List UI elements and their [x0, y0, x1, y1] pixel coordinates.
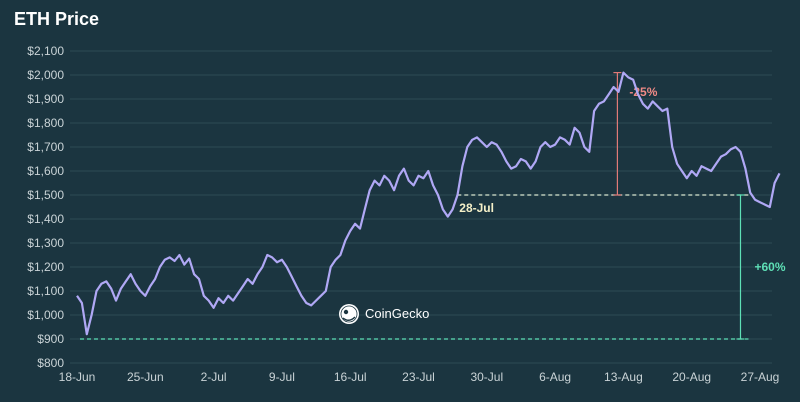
y-tick-label: $1,500	[27, 188, 64, 202]
y-tick-label: $1,700	[27, 140, 64, 154]
reference-date-label: 28-Jul	[459, 201, 494, 215]
y-tick-label: $1,200	[27, 260, 64, 274]
x-tick-label: 6-Aug	[539, 370, 571, 384]
y-tick-label: $1,600	[27, 164, 64, 178]
x-tick-label: 23-Jul	[402, 370, 435, 384]
x-tick-label: 9-Jul	[269, 370, 295, 384]
y-tick-label: $1,400	[27, 212, 64, 226]
x-tick-label: 30-Jul	[470, 370, 503, 384]
y-tick-label: $1,800	[27, 116, 64, 130]
x-tick-label: 18-Jun	[59, 370, 96, 384]
y-axis-ticks: $800 $900 $1,000 $1,100 $1,200 $1,300 $1,400 $1…	[27, 44, 64, 370]
y-tick-label: $1,000	[27, 308, 64, 322]
y-tick-label: $2,000	[27, 68, 64, 82]
drop-label: -25%	[629, 85, 657, 99]
y-tick-label: $800	[37, 356, 64, 370]
x-tick-label: 20-Aug	[672, 370, 711, 384]
x-axis-ticks: 18-Jun 25-Jun 2-Jul 9-Jul 16-Jul 23-Jul 30-Jul…	[59, 370, 780, 384]
chart-title: ETH Price	[14, 9, 99, 29]
annotations: 28-Jul +60% -25%	[80, 71, 786, 340]
x-tick-label: 27-Aug	[741, 370, 780, 384]
x-tick-label: 16-Jul	[334, 370, 367, 384]
x-tick-label: 13-Aug	[604, 370, 643, 384]
y-tick-label: $1,100	[27, 284, 64, 298]
y-tick-label: $2,100	[27, 44, 64, 58]
y-tick-label: $1,900	[27, 92, 64, 106]
rise-label: +60%	[754, 260, 785, 274]
watermark-text: CoinGecko	[365, 306, 429, 321]
y-tick-label: $900	[37, 332, 64, 346]
y-tick-label: $1,300	[27, 236, 64, 250]
gridlines	[70, 50, 772, 364]
price-line-series	[76, 71, 781, 336]
x-tick-label: 2-Jul	[201, 370, 227, 384]
coingecko-watermark: CoinGecko	[339, 304, 429, 324]
x-tick-label: 25-Jun	[127, 370, 164, 384]
